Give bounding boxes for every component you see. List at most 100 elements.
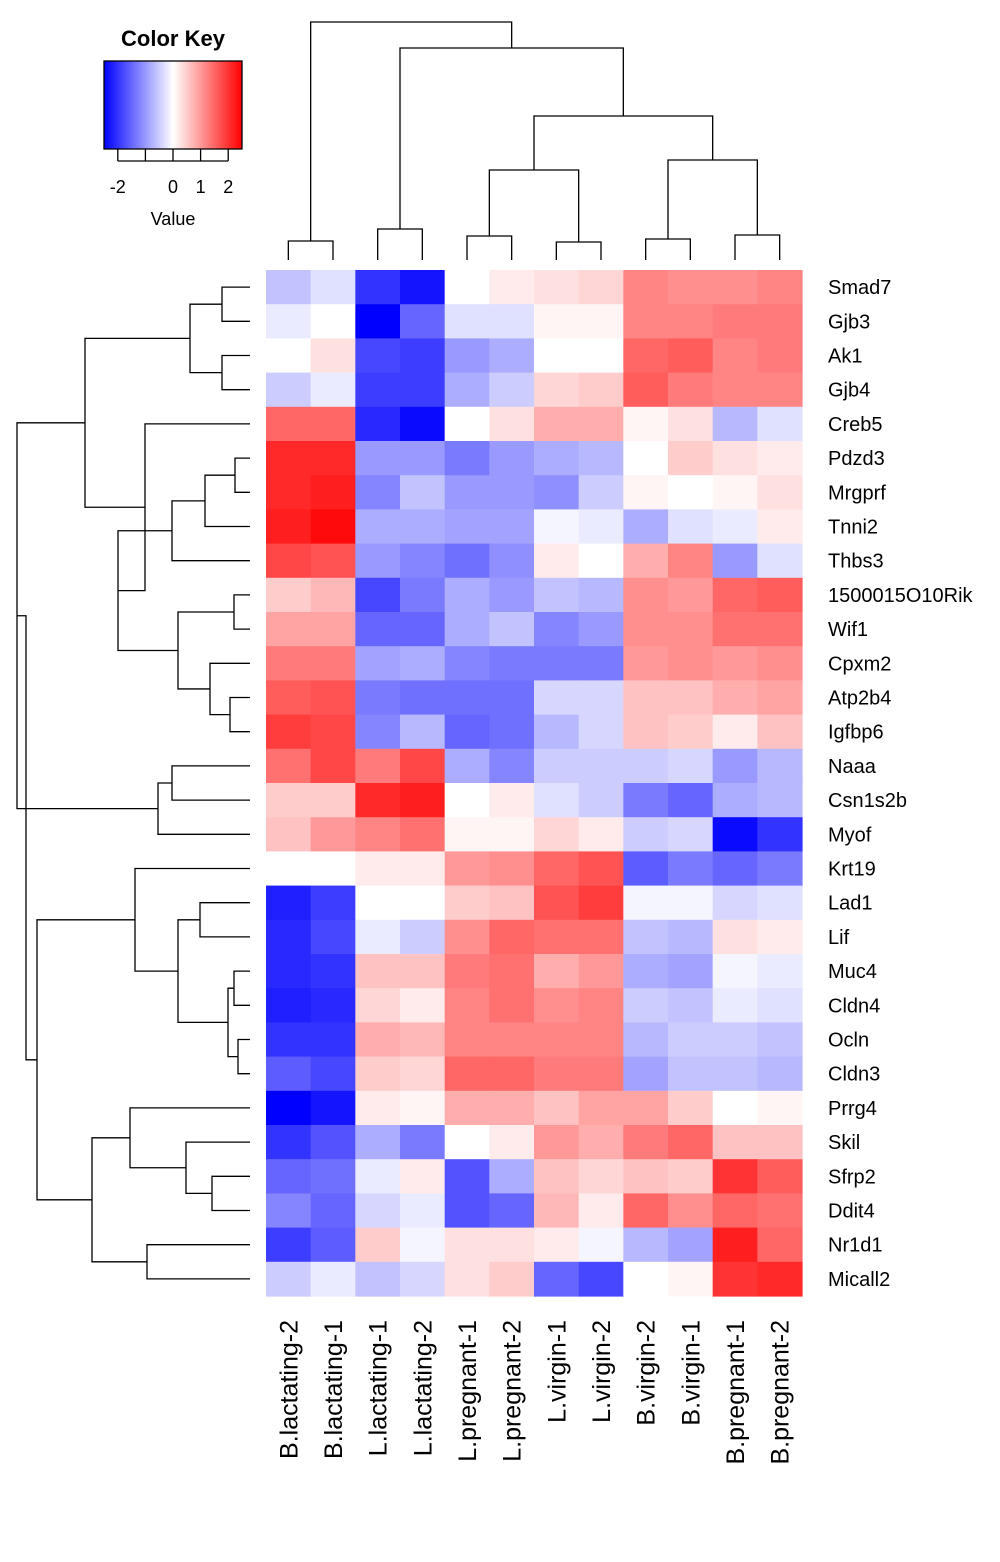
heatmap-cell-Ocln-L.pregnant-1 xyxy=(444,1022,490,1058)
heatmap-cell-Sfrp2-L.lactating-2 xyxy=(400,1159,446,1194)
heatmap-cell-Micall2-B.lactating-1 xyxy=(310,1261,356,1297)
heatmap-cell-Lif-B.virgin-2 xyxy=(623,919,669,955)
heatmap-cell-Cldn4-L.lactating-1 xyxy=(355,988,401,1023)
heatmap-cell-Csn1s2b-B.pregnant-2 xyxy=(757,783,803,818)
heatmap-cell-1500015O10Rik-L.lactating-2 xyxy=(400,577,446,613)
heatmap-cell-Gjb3-L.virgin-1 xyxy=(534,304,580,339)
heatmap-cell-Gjb3-B.pregnant-1 xyxy=(712,304,758,339)
row-dendrogram-branch xyxy=(237,1038,250,1075)
heatmap-cell-Thbs3-B.pregnant-2 xyxy=(757,543,803,579)
heatmap-cell-Cldn3-L.pregnant-1 xyxy=(444,1056,490,1092)
heatmap-cell-Pdzd3-B.lactating-2 xyxy=(266,441,312,476)
row-label: Cpxm2 xyxy=(828,653,891,675)
row-label: Tnni2 xyxy=(828,517,878,539)
heatmap-cell-Micall2-L.virgin-2 xyxy=(578,1261,624,1297)
heatmap-cell-Micall2-L.lactating-1 xyxy=(355,1261,401,1297)
heatmap-cell-Ak1-B.pregnant-2 xyxy=(757,338,803,374)
heatmap-cell-Ocln-B.pregnant-1 xyxy=(712,1022,758,1058)
heatmap-cell-Ddit4-L.pregnant-1 xyxy=(444,1193,490,1229)
heatmap-cell-Lad1-B.pregnant-2 xyxy=(757,885,803,921)
row-label: Gjb3 xyxy=(828,311,870,333)
heatmap-cell-Wif1-L.virgin-2 xyxy=(578,612,624,647)
column-dendrogram-branch xyxy=(466,235,513,260)
heatmap-cell-Smad7-B.virgin-1 xyxy=(668,270,714,305)
row-dendrogram-branch xyxy=(17,615,37,1061)
row-label: Micall2 xyxy=(828,1269,890,1291)
row-dendrogram-branch xyxy=(171,500,250,562)
heatmap-cell-Pdzd3-B.pregnant-1 xyxy=(712,441,758,476)
heatmap-cell-Wif1-B.lactating-1 xyxy=(310,612,356,647)
heatmap-cell-Pdzd3-L.virgin-1 xyxy=(534,441,580,476)
heatmap-cell-Muc4-L.virgin-1 xyxy=(534,954,580,989)
row-label: Lif xyxy=(828,927,850,949)
heatmap-cell-Mrgprf-B.pregnant-1 xyxy=(712,475,758,510)
heatmap-cell-Smad7-B.pregnant-2 xyxy=(757,270,803,305)
heatmap-cell-Cpxm2-B.pregnant-1 xyxy=(712,646,758,681)
heatmap-cell-Skil-B.pregnant-1 xyxy=(712,1125,758,1160)
heatmap-cell-Pdzd3-B.pregnant-2 xyxy=(757,441,803,476)
heatmap-cell-Skil-B.lactating-2 xyxy=(266,1125,312,1160)
heatmap-cell-Gjb3-L.pregnant-1 xyxy=(444,304,490,339)
heatmap-cell-Ddit4-L.lactating-2 xyxy=(400,1193,446,1229)
heatmap-cell-Muc4-L.virgin-2 xyxy=(578,954,624,989)
heatmap-cell-Creb5-L.lactating-1 xyxy=(355,406,401,442)
heatmap-cell-Ak1-B.pregnant-1 xyxy=(712,338,758,374)
heatmap-cell-Igfbp6-B.lactating-1 xyxy=(310,714,356,750)
row-dendrogram-branch xyxy=(227,987,238,1058)
heatmap-cell-Ak1-L.virgin-2 xyxy=(578,338,624,374)
heatmap-cell-Wif1-B.pregnant-2 xyxy=(757,612,803,647)
heatmap-cell-Ddit4-B.pregnant-2 xyxy=(757,1193,803,1229)
row-dendrogram xyxy=(16,286,250,1280)
heatmap-cell-Cpxm2-B.lactating-2 xyxy=(266,646,312,681)
heatmap-cell-1500015O10Rik-B.virgin-2 xyxy=(623,577,669,613)
heatmap-cell-Skil-L.lactating-2 xyxy=(400,1125,446,1160)
heatmap-cell-Tnni2-B.lactating-1 xyxy=(310,509,356,545)
heatmap-cell-Cldn3-L.virgin-1 xyxy=(534,1056,580,1092)
heatmap-cell-Nr1d1-L.lactating-1 xyxy=(355,1227,401,1263)
heatmap-cell-Gjb3-L.lactating-2 xyxy=(400,304,446,339)
heatmap-cell-Skil-B.virgin-1 xyxy=(668,1125,714,1160)
heatmap-cell-Lif-B.virgin-1 xyxy=(668,919,714,955)
heatmap-cell-Wif1-L.lactating-2 xyxy=(400,612,446,647)
heatmap-cell-Wif1-B.virgin-1 xyxy=(668,612,714,647)
heatmap-cell-Prrg4-L.virgin-1 xyxy=(534,1090,580,1126)
row-dendrogram-branch xyxy=(84,337,190,508)
heatmap-cell-Nr1d1-B.virgin-1 xyxy=(668,1227,714,1263)
heatmap-cell-Wif1-L.pregnant-2 xyxy=(489,612,535,647)
heatmap-cell-Cpxm2-L.pregnant-2 xyxy=(489,646,535,681)
heatmap-cell-Csn1s2b-B.pregnant-1 xyxy=(712,783,758,818)
heatmap-cell-Myof-B.virgin-1 xyxy=(668,817,714,852)
heatmap-cell-Atp2b4-L.lactating-2 xyxy=(400,680,446,716)
heatmap-cell-Naaa-B.virgin-2 xyxy=(623,748,669,784)
heatmap-cell-Naaa-L.lactating-1 xyxy=(355,748,401,784)
heatmap-cell-Pdzd3-L.lactating-2 xyxy=(400,441,446,476)
heatmap-cell-Tnni2-L.lactating-2 xyxy=(400,509,446,545)
heatmap-cell-Thbs3-B.virgin-2 xyxy=(623,543,669,579)
heatmap-cell-Cldn4-B.lactating-1 xyxy=(310,988,356,1023)
heatmap-cell-Lif-L.virgin-2 xyxy=(578,919,624,955)
heatmap-cell-Thbs3-L.lactating-2 xyxy=(400,543,446,579)
heatmap-cell-Myof-L.virgin-2 xyxy=(578,817,624,852)
column-labels: B.lactating-2 B.lactating-1 L.lactating-1 L… xyxy=(275,1320,794,1465)
heatmap-cell-Sfrp2-L.virgin-1 xyxy=(534,1159,580,1194)
row-dendrogram-branch xyxy=(177,611,234,690)
heatmap-cell-Ak1-L.pregnant-1 xyxy=(444,338,490,374)
row-dendrogram-branch xyxy=(204,474,250,528)
heatmap-cell-Wif1-B.pregnant-1 xyxy=(712,612,758,647)
heatmap-cell-Tnni2-B.virgin-1 xyxy=(668,509,714,545)
row-label: Creb5 xyxy=(828,414,882,436)
heatmap-cell-Lif-L.virgin-1 xyxy=(534,919,580,955)
heatmap-cell-Nr1d1-L.pregnant-2 xyxy=(489,1227,535,1263)
heatmap-cell-Prrg4-B.lactating-1 xyxy=(310,1090,356,1126)
column-dendrogram-branch xyxy=(310,21,513,241)
heatmap-cell-Creb5-L.lactating-2 xyxy=(400,406,446,442)
heatmap-cell-Cldn4-B.pregnant-1 xyxy=(712,988,758,1023)
heatmap-cell-Thbs3-B.lactating-1 xyxy=(310,543,356,579)
heatmap-cell-Pdzd3-L.pregnant-1 xyxy=(444,441,490,476)
heatmap-cell-Tnni2-L.virgin-2 xyxy=(578,509,624,545)
heatmap-cell-Atp2b4-L.virgin-1 xyxy=(534,680,580,716)
color-key-tick-label: 0 xyxy=(168,177,178,197)
heatmap-cell-Thbs3-B.lactating-2 xyxy=(266,543,312,579)
heatmap-cell-Tnni2-B.pregnant-2 xyxy=(757,509,803,545)
